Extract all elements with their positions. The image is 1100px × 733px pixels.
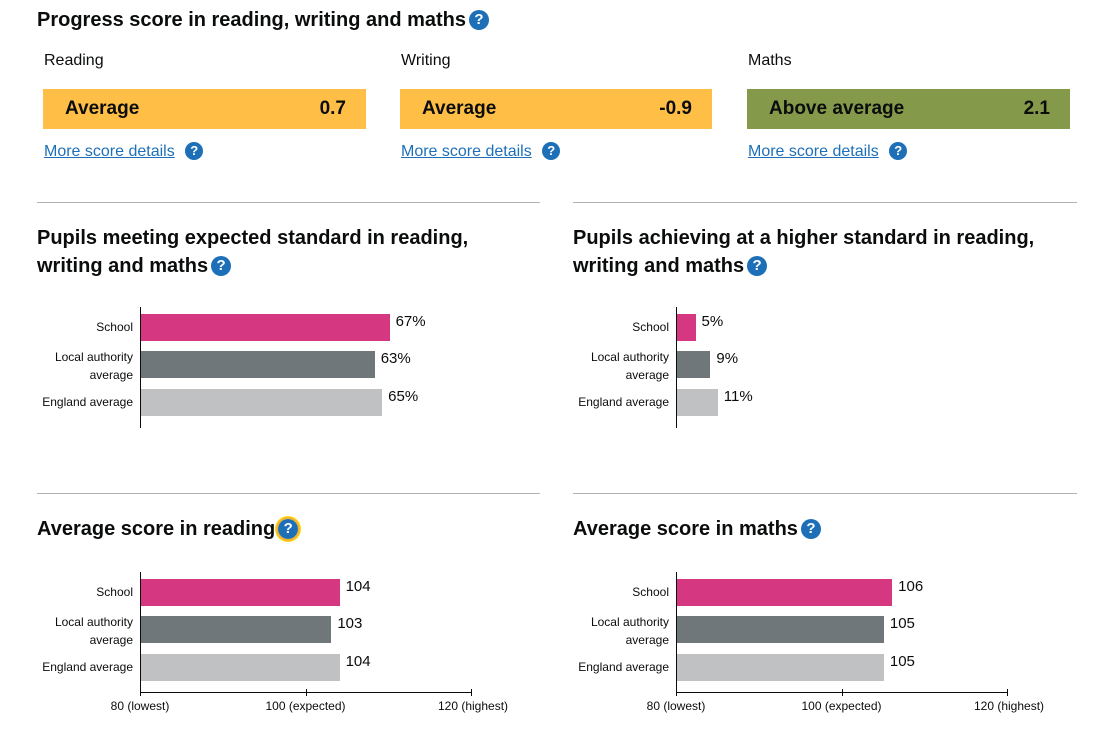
y-axis-line [676,307,677,428]
category-england-label: England average [42,660,133,674]
x-tick [305,689,307,696]
x-tick-label: 100 (expected) [265,699,346,713]
x-tick [140,689,141,696]
score-band: Above average [769,98,905,119]
category-england-label: England average [578,395,669,409]
help-icon[interactable]: ? [747,256,768,276]
more-details-writing: More score details ? [401,142,561,161]
category-local-authority-value: 103 [337,615,363,632]
category-school-value: 5% [701,313,724,330]
subject-name-maths: Maths [748,52,792,69]
category-england-bar [141,654,340,681]
category-local-authority-value: 105 [889,615,915,632]
subject-name-reading: Reading [44,52,104,69]
score-box-writing: Average -0.9 [400,89,712,129]
score-value: -0.9 [659,98,692,119]
category-england-value: 65% [388,388,419,405]
y-axis-line [140,307,141,428]
category-school-bar [677,314,696,341]
category-england-value: 11% [723,388,753,405]
more-score-details-link[interactable]: More score details [748,143,879,160]
help-icon[interactable]: ? [185,142,204,160]
x-tick-label: 120 (highest) [973,699,1045,713]
category-school-label: School [632,320,669,334]
score-value: 0.7 [319,98,346,119]
chart-title-expected-standard: Pupils meeting expected standard in read… [37,227,469,277]
category-school-label: School [96,320,133,334]
score-box-reading: Average 0.7 [43,89,366,129]
x-tick-label: 80 (lowest) [110,699,170,713]
category-school-value: 106 [898,578,924,595]
subject-name-writing: Writing [401,52,451,69]
x-tick [1007,689,1008,696]
category-school-bar [141,579,340,606]
category-england-bar [677,654,884,681]
y-axis-line [676,572,677,692]
x-tick-label: 80 (lowest) [646,699,706,713]
chart-title-average-reading: Average score in reading? [37,515,301,543]
section-divider [573,202,1077,203]
category-school-label: School [96,585,133,599]
chart-average-maths: School 106 Local authority average 105 Engla… [573,572,1073,722]
category-england-bar [677,389,718,416]
more-score-details-link[interactable]: More score details [44,143,175,160]
chart-higher-standard: School 5% Local authority average 9% England… [573,307,1073,432]
chart-title-average-maths: Average score in maths? [573,515,821,543]
category-local-authority-label: Local authority average [54,615,133,647]
category-school-value: 104 [345,578,371,595]
help-icon[interactable]: ? [469,10,489,30]
section-divider [37,493,540,494]
category-school-value: 67% [395,313,426,330]
category-local-authority-label: Local authority average [54,350,133,382]
score-band: Average [422,98,497,119]
category-england-value: 104 [345,653,371,670]
chart-average-reading: School 104 Local authority average 103 Engla… [37,572,537,722]
category-local-authority-value: 63% [380,350,411,367]
category-school-label: School [632,585,669,599]
x-tick-label: 100 (expected) [801,699,882,713]
x-tick-label: 120 (highest) [437,699,509,713]
category-england-label: England average [42,395,133,409]
category-local-authority-bar [677,351,711,378]
category-local-authority-value: 9% [716,350,739,367]
help-icon[interactable]: ? [276,517,301,541]
category-school-bar [677,579,893,606]
x-tick [676,689,677,696]
x-tick [471,689,472,696]
category-local-authority-bar [141,616,332,643]
help-icon[interactable]: ? [211,256,232,276]
help-icon[interactable]: ? [889,142,908,160]
score-band: Average [65,98,140,119]
category-local-authority-bar [677,616,884,643]
more-score-details-link[interactable]: More score details [401,143,532,160]
score-box-maths: Above average 2.1 [747,89,1070,129]
score-value: 2.1 [1023,98,1050,119]
category-school-bar [141,314,390,341]
chart-expected-standard: School 67% Local authority average 63% Engla… [37,307,537,432]
category-local-authority-bar [141,351,375,378]
chart-title-higher-standard: Pupils achieving at a higher standard in… [573,227,1035,277]
x-tick [841,689,843,696]
help-icon[interactable]: ? [542,142,561,160]
category-england-label: England average [578,660,669,674]
category-local-authority-label: Local authority average [590,350,669,382]
category-england-value: 105 [889,653,915,670]
section-divider [37,202,540,203]
more-details-reading: More score details ? [44,142,204,161]
category-local-authority-label: Local authority average [590,615,669,647]
y-axis-line [140,572,141,692]
progress-title: Progress score in reading, writing and m… [37,6,489,34]
section-divider [573,493,1077,494]
more-details-maths: More score details ? [748,142,908,161]
help-icon[interactable]: ? [800,519,821,539]
category-england-bar [141,389,383,416]
